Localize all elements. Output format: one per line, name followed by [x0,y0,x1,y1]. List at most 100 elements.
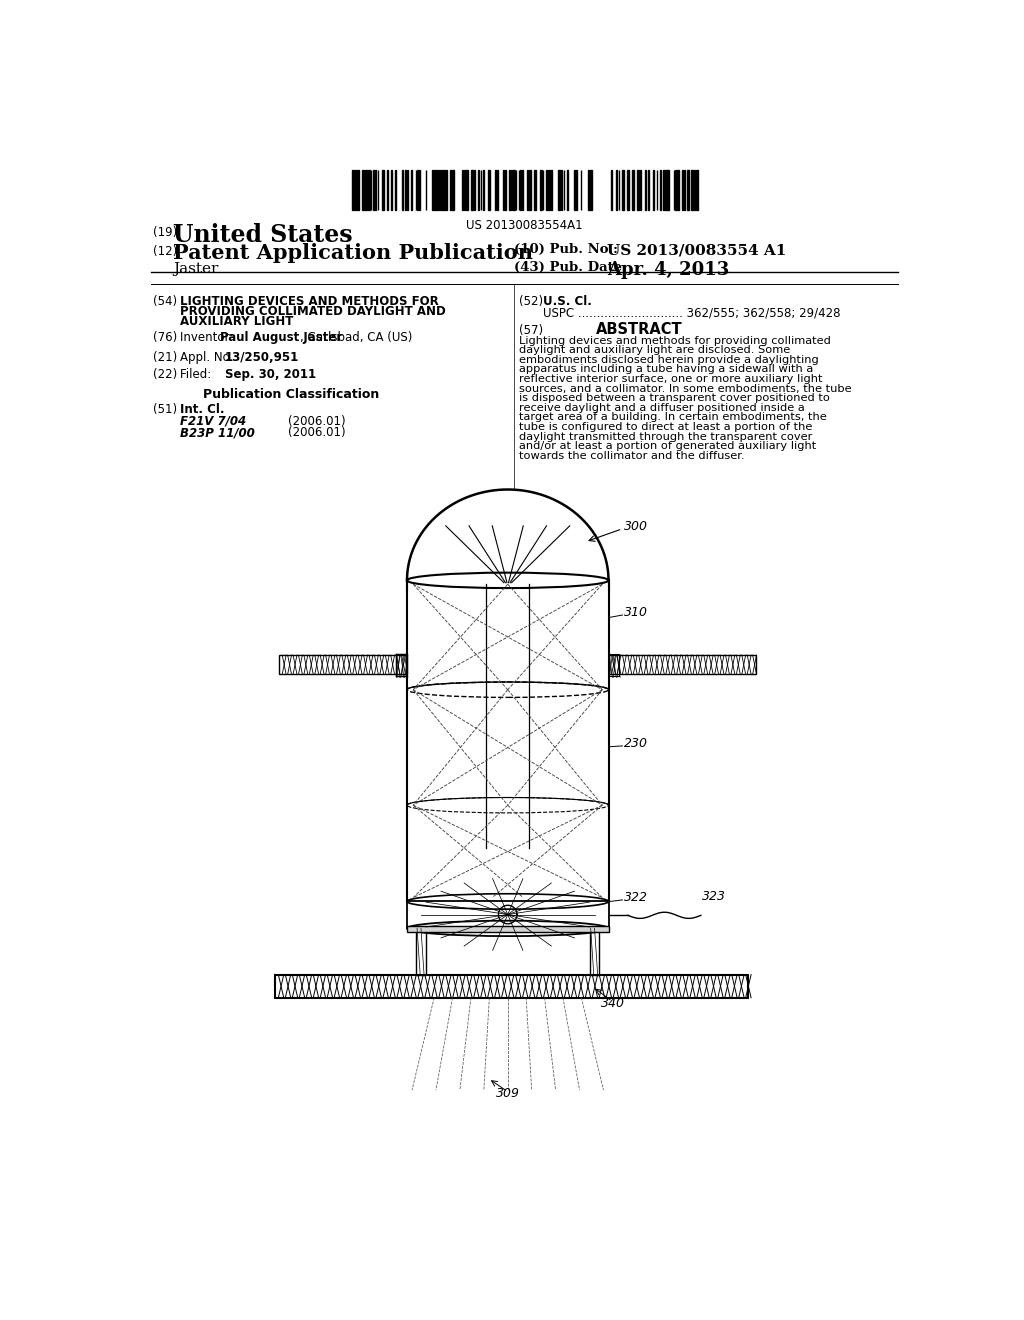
Bar [546,170,547,210]
Text: , Carlsbad, CA (US): , Carlsbad, CA (US) [300,331,413,345]
Text: (52): (52) [518,296,543,309]
Text: reflective interior surface, one or more auxiliary light: reflective interior surface, one or more… [519,374,823,384]
Bar [417,928,426,974]
Text: daylight transmitted through the transparent cover: daylight transmitted through the transpa… [519,432,813,442]
Bar [623,170,624,210]
Bar [540,170,542,210]
Bar [693,170,695,210]
Text: Apr. 4, 2013: Apr. 4, 2013 [607,261,729,279]
Bar [608,655,756,675]
Text: target area of a building. In certain embodiments, the: target area of a building. In certain em… [519,412,827,422]
Text: (21): (21) [153,351,177,364]
Text: Lighting devices and methods for providing collimated: Lighting devices and methods for providi… [519,335,831,346]
Text: Sep. 30, 2011: Sep. 30, 2011 [225,368,316,381]
Text: U.S. Cl.: U.S. Cl. [543,296,592,309]
Bar [382,170,384,210]
Text: Patent Application Publication: Patent Application Publication [173,243,532,263]
Text: apparatus including a tube having a sidewall with a: apparatus including a tube having a side… [519,364,814,375]
Bar [590,928,599,974]
Bar [407,927,608,932]
Bar [513,170,515,210]
Text: Jaster: Jaster [173,263,218,276]
Text: embodiments disclosed herein provide a daylighting: embodiments disclosed herein provide a d… [519,355,819,364]
Bar [521,170,523,210]
Bar [442,170,445,210]
Bar [696,170,697,210]
Bar [373,170,375,210]
Text: (57): (57) [518,323,543,337]
Text: tube is configured to direct at least a portion of the: tube is configured to direct at least a … [519,422,813,432]
Bar [608,653,620,676]
Text: F21V 7/04: F21V 7/04 [180,414,246,428]
Text: Publication Classification: Publication Classification [203,388,380,401]
Bar [488,170,489,210]
Bar [464,170,465,210]
Text: (10) Pub. No.:: (10) Pub. No.: [514,243,617,256]
Text: USPC ............................ 362/555; 362/558; 29/428: USPC ............................ 362/55… [543,306,840,319]
Bar [640,170,641,210]
Bar [668,170,669,210]
Bar [558,170,560,210]
Text: 340: 340 [601,998,625,1010]
Bar [627,170,629,210]
Text: sources, and a collimator. In some embodiments, the tube: sources, and a collimator. In some embod… [519,384,852,393]
Bar [637,170,639,210]
Text: Int. Cl.: Int. Cl. [180,404,224,416]
Text: B23P 11/00: B23P 11/00 [180,426,255,440]
Text: 322: 322 [624,891,648,904]
Bar [366,170,368,210]
Bar [659,170,662,210]
Bar [548,170,550,210]
Bar [632,170,634,210]
Bar [477,170,479,210]
Bar [691,170,693,210]
Text: (2006.01): (2006.01) [289,426,346,440]
Text: 300: 300 [624,520,648,533]
Bar [407,902,608,928]
Bar [466,170,468,210]
Text: ABSTRACT: ABSTRACT [596,322,683,338]
Text: (76): (76) [153,331,177,345]
Text: (2006.01): (2006.01) [289,414,346,428]
Text: 309: 309 [496,1088,520,1101]
Text: is disposed between a transparent cover positioned to: is disposed between a transparent cover … [519,393,830,403]
Bar [353,170,356,210]
Text: Paul August Jaster: Paul August Jaster [220,331,342,345]
Bar [275,974,748,998]
Text: Appl. No.:: Appl. No.: [180,351,245,364]
Text: (54): (54) [153,296,177,309]
Text: LIGHTING DEVICES AND METHODS FOR: LIGHTING DEVICES AND METHODS FOR [180,296,438,309]
Text: 323: 323 [701,890,725,903]
Text: (19): (19) [153,226,177,239]
Text: Filed:: Filed: [180,368,238,381]
Text: (43) Pub. Date:: (43) Pub. Date: [514,261,627,273]
Bar [474,170,475,210]
Bar [471,170,473,210]
Bar [535,170,536,210]
Text: United States: United States [173,223,352,247]
Text: (22): (22) [153,368,177,381]
Bar [419,170,420,210]
Text: daylight and auxiliary light are disclosed. Some: daylight and auxiliary light are disclos… [519,345,791,355]
Bar [357,170,359,210]
Text: 310: 310 [624,606,648,619]
Bar [445,170,447,210]
Text: (12): (12) [153,246,177,259]
Bar [663,170,665,210]
Text: US 2013/0083554 A1: US 2013/0083554 A1 [607,243,786,257]
Text: and/or at least a portion of generated auxiliary light: and/or at least a portion of generated a… [519,441,816,451]
Bar [280,655,407,675]
Text: AUXILIARY LIGHT: AUXILIARY LIGHT [180,315,293,329]
Bar [434,170,435,210]
Bar [404,170,407,210]
Bar [678,170,679,210]
Bar [529,170,531,210]
Text: towards the collimator and the diffuser.: towards the collimator and the diffuser. [519,451,745,461]
Bar [665,170,667,210]
Bar [369,170,370,210]
Text: US 20130083554A1: US 20130083554A1 [467,219,583,232]
Bar [652,170,654,210]
Text: 230: 230 [624,737,648,750]
Bar [645,170,646,210]
Bar [396,653,407,676]
